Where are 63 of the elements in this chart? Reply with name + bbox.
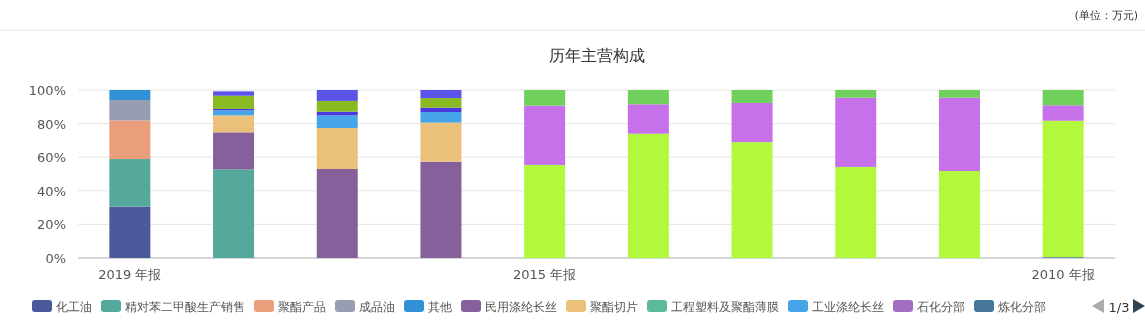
legend-label: 工程塑料及聚酯薄膜 <box>671 300 779 314</box>
legend-label: 化工油 <box>56 300 92 314</box>
x-tick-label: 2019 年报 <box>98 267 162 282</box>
bar <box>213 169 255 258</box>
bar <box>1042 105 1084 121</box>
bar <box>627 90 669 105</box>
bar <box>938 97 980 171</box>
bar <box>213 95 255 109</box>
bar <box>316 90 358 101</box>
bar <box>420 90 462 99</box>
legend-label: 聚酯切片 <box>590 300 638 314</box>
text: 1/3 <box>1108 300 1130 315</box>
bar <box>938 170 980 258</box>
legend-label: 聚酯产品 <box>278 300 326 314</box>
y-tick-label: 0% <box>45 251 66 266</box>
bar <box>316 127 358 169</box>
bar <box>524 105 566 165</box>
y-tick-label: 100% <box>28 83 66 98</box>
bar <box>316 168 358 258</box>
bar <box>420 98 462 108</box>
bar <box>835 166 877 258</box>
bar <box>109 206 151 258</box>
chart-title: 历年主营构成 <box>548 46 645 65</box>
bar <box>835 90 877 98</box>
bar <box>420 112 462 123</box>
y-tick-label: 20% <box>37 217 66 233</box>
legend-label: 炼化分部 <box>998 300 1046 314</box>
bar <box>109 100 151 121</box>
bar <box>524 90 566 106</box>
legend-label: 精对苯二甲酸生产销售 <box>125 300 245 314</box>
bar <box>420 161 462 258</box>
bar <box>109 90 151 101</box>
bar <box>213 110 255 116</box>
bar <box>731 102 773 143</box>
bar <box>524 164 566 258</box>
bar <box>731 142 773 258</box>
x-tick-label: 2010 年报 <box>1031 267 1095 282</box>
legend-label: 工业涤纶长丝 <box>812 300 884 314</box>
legend-label: 民用涤纶长丝 <box>485 300 557 314</box>
legend-label: 成品油 <box>359 300 395 314</box>
bar <box>627 104 669 134</box>
legend-label: 其他 <box>428 300 452 314</box>
bar <box>213 132 255 170</box>
bar <box>1042 120 1084 258</box>
legend-label: 石化分部 <box>917 300 965 314</box>
bar <box>213 91 255 96</box>
bar <box>420 107 462 113</box>
bar <box>420 122 462 162</box>
bar <box>109 159 151 207</box>
text: (单位：万元) <box>1074 9 1138 22</box>
bar <box>213 115 255 133</box>
y-tick-label: 80% <box>37 116 66 132</box>
y-tick-label: 40% <box>37 183 66 199</box>
bar <box>627 133 669 258</box>
bar <box>109 120 151 160</box>
y-tick-label: 60% <box>37 150 66 166</box>
bar <box>316 100 358 112</box>
bar <box>938 90 980 98</box>
bar <box>316 115 358 128</box>
bar <box>835 97 877 167</box>
x-tick-label: 2015 年报 <box>513 267 577 282</box>
bar <box>1042 90 1084 106</box>
bar <box>731 90 773 103</box>
